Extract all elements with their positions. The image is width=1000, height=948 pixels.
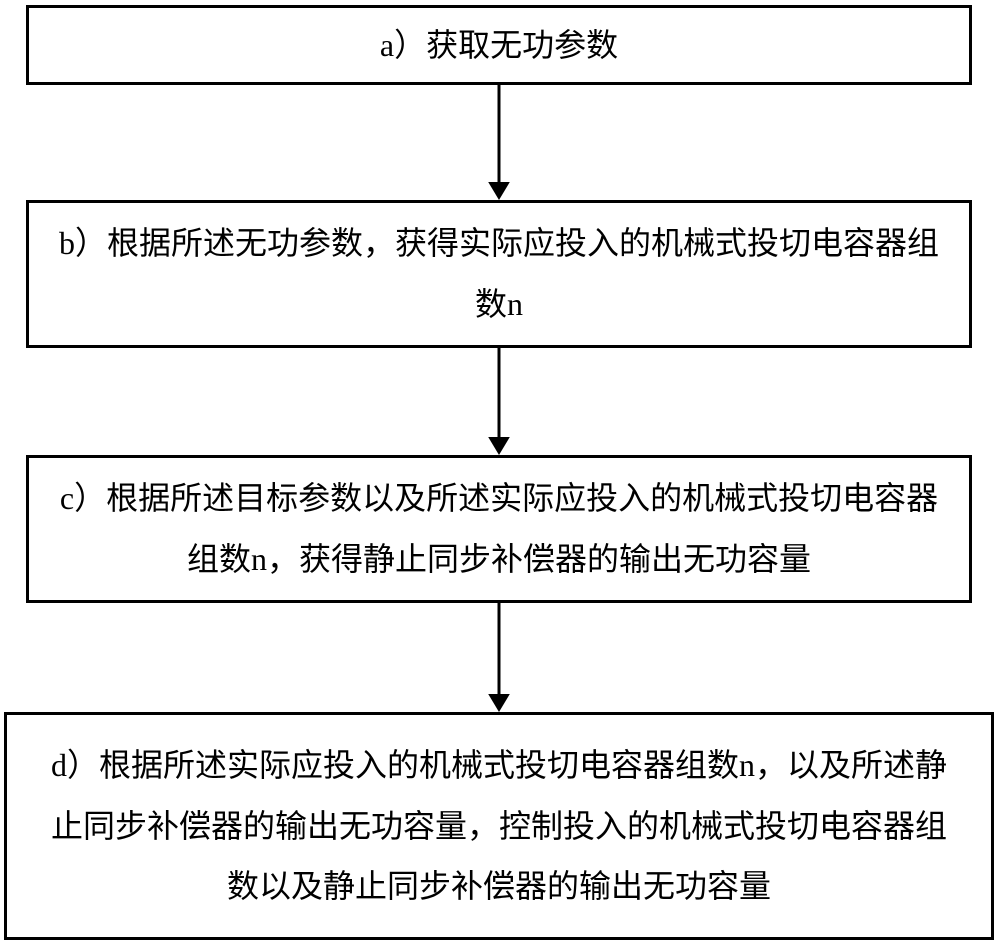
flow-node-c-text: c）根据所述目标参数以及所述实际应投入的机械式投切电容器组数n，获得静止同步补偿… — [59, 468, 939, 590]
flow-edge-b-c — [481, 348, 517, 455]
flow-edge-a-b — [481, 85, 517, 200]
flow-node-b-text: b）根据所述无功参数，获得实际应投入的机械式投切电容器组数n — [59, 213, 939, 335]
flowchart-canvas: a）获取无功参数 b）根据所述无功参数，获得实际应投入的机械式投切电容器组数n … — [0, 0, 1000, 948]
flow-node-b: b）根据所述无功参数，获得实际应投入的机械式投切电容器组数n — [26, 200, 972, 348]
flow-edge-c-d — [481, 603, 517, 712]
flow-node-c: c）根据所述目标参数以及所述实际应投入的机械式投切电容器组数n，获得静止同步补偿… — [26, 455, 972, 603]
flow-node-a-text: a）获取无功参数 — [380, 15, 618, 76]
flow-node-d-text: d）根据所述实际应投入的机械式投切电容器组数n，以及所述静止同步补偿器的输出无功… — [37, 735, 961, 917]
flow-node-d: d）根据所述实际应投入的机械式投切电容器组数n，以及所述静止同步补偿器的输出无功… — [4, 712, 994, 940]
flow-node-a: a）获取无功参数 — [26, 5, 972, 85]
